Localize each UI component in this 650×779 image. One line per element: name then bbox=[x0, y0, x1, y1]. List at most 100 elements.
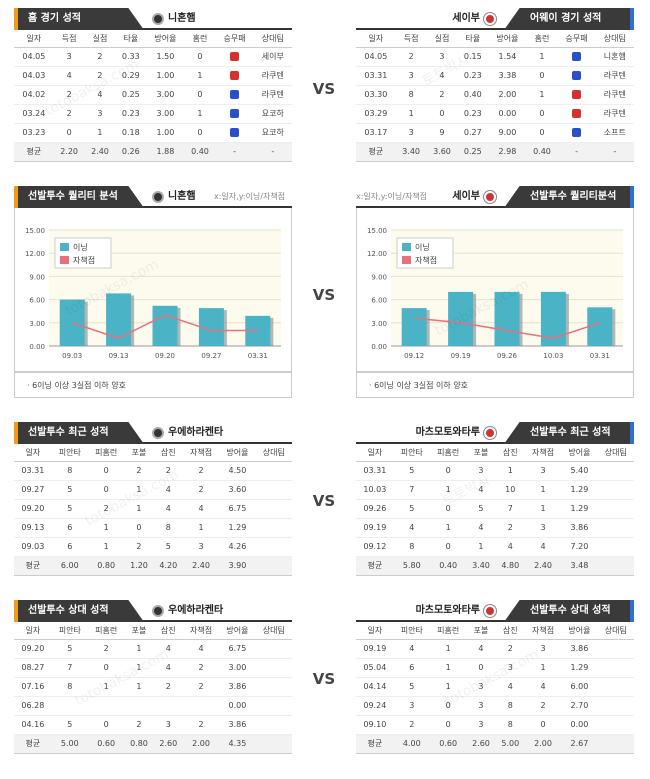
left-quality-footnote: 6이닝 이상 3실점 이하 양호 bbox=[32, 381, 127, 390]
table-cell: 6 bbox=[393, 658, 430, 678]
table-cell: 니혼햄 bbox=[595, 47, 634, 67]
table-cell bbox=[597, 518, 634, 538]
average-cell: 0.60 bbox=[430, 734, 467, 754]
table-cell: 라쿠텐 bbox=[595, 66, 634, 86]
column-header: 방어율 bbox=[561, 444, 598, 462]
table-cell bbox=[255, 537, 292, 557]
column-header: 방어율 bbox=[219, 444, 256, 462]
column-header: 피홈런 bbox=[88, 444, 125, 462]
table-cell: 2 bbox=[182, 480, 220, 500]
table-cell: 2 bbox=[124, 715, 154, 735]
table-cell bbox=[153, 696, 183, 716]
home-record-title: 홈 경기 성적 bbox=[14, 8, 144, 30]
table-row: 03.30 8 2 0.40 2.00 1 라쿠텐 bbox=[356, 85, 634, 105]
table-cell: 0.27 bbox=[457, 123, 489, 143]
average-row: 평균 4.00 0.60 2.60 5.00 2.00 2.67 bbox=[356, 734, 634, 754]
table-cell: 09.03 bbox=[14, 537, 52, 557]
table-cell: 8 bbox=[495, 715, 525, 735]
table-cell bbox=[51, 696, 88, 716]
table-cell: 3 bbox=[182, 537, 220, 557]
table-cell: 1 bbox=[430, 480, 467, 500]
legend-swatch-earned-runs bbox=[402, 256, 411, 264]
table-cell bbox=[255, 658, 292, 678]
table-cell: 0 bbox=[430, 461, 467, 481]
table-cell: 09.12 bbox=[356, 537, 394, 557]
table-cell: 8 bbox=[495, 696, 525, 716]
fighters-logo-icon bbox=[152, 191, 164, 203]
table-cell: 2.70 bbox=[561, 696, 598, 716]
column-header: 피안타 bbox=[393, 622, 430, 640]
table-cell: 3 bbox=[395, 123, 427, 143]
table-cell: 2 bbox=[124, 537, 154, 557]
average-cell: 5.80 bbox=[393, 556, 430, 576]
column-header: 홈런 bbox=[184, 30, 216, 48]
table-cell: 04.05 bbox=[14, 47, 54, 67]
right-vs-pitcher-name: 마츠모토와타루 bbox=[415, 605, 480, 616]
table-cell: 03.17 bbox=[356, 123, 396, 143]
column-header: 일자 bbox=[14, 444, 52, 462]
table-cell: 5 bbox=[51, 499, 88, 519]
left-quality-title: 선발투수 퀄리티 분석 bbox=[14, 186, 144, 208]
y-tick-label: 15.00 bbox=[367, 227, 387, 235]
left-recent-panel: 선발투수 최근 성적 우에하라켄타 일자 피안타 피홈런 포볼 삼진 자책점 방어율 상대팀 0… bbox=[14, 422, 292, 576]
table-cell: 4 bbox=[153, 658, 183, 678]
column-header: 타율 bbox=[115, 30, 147, 48]
legend-label-innings: 이닝 bbox=[415, 242, 430, 252]
table-cell: 8 bbox=[153, 518, 183, 538]
table-cell: 1 bbox=[88, 537, 125, 557]
average-cell: 5.00 bbox=[495, 734, 525, 754]
left-quality-chart: 0.00 3.00 6.00 9.00 12.00 15.00 09.03 09.13 09.2… bbox=[14, 208, 292, 372]
table-cell: 0 bbox=[430, 499, 467, 519]
table-cell: 9.00 bbox=[488, 123, 527, 143]
average-cell: 평균 bbox=[14, 142, 54, 162]
average-cell bbox=[255, 734, 292, 754]
win-badge-icon bbox=[572, 52, 582, 61]
average-cell: - bbox=[253, 142, 292, 162]
table-row: 03.17 3 9 0.27 9.00 0 소프트 bbox=[356, 123, 634, 143]
average-cell: 2.98 bbox=[488, 142, 527, 162]
table-cell: 세이부 bbox=[253, 47, 292, 67]
table-cell: 1 bbox=[430, 639, 467, 659]
table-row: 05.04 6 1 0 3 1 1.29 bbox=[356, 658, 634, 678]
table-cell: 2 bbox=[395, 47, 427, 67]
table-cell: 0 bbox=[88, 480, 125, 500]
average-cell: - bbox=[215, 142, 254, 162]
table-cell: 2 bbox=[88, 499, 125, 519]
table-row: 06.28 0.00 bbox=[14, 696, 292, 716]
table-cell bbox=[597, 480, 634, 500]
table-row: 04.05 2 3 0.15 1.54 1 니혼햄 bbox=[356, 47, 634, 67]
table-cell: 4 bbox=[53, 66, 85, 86]
y-tick-label: 0.00 bbox=[371, 343, 387, 351]
table-cell: 4 bbox=[495, 677, 525, 697]
table-cell: 03.30 bbox=[356, 85, 396, 105]
table-cell: 09.26 bbox=[356, 499, 394, 519]
table-cell bbox=[215, 47, 254, 67]
column-header: 피안타 bbox=[51, 622, 88, 640]
table-cell: 2 bbox=[495, 639, 525, 659]
table-cell: 0.15 bbox=[457, 47, 489, 67]
table-cell: 03.24 bbox=[14, 104, 54, 124]
x-tick-label: 10.03 bbox=[543, 352, 563, 360]
table-cell bbox=[215, 123, 254, 143]
loss-badge-icon bbox=[572, 109, 582, 118]
table-cell: 8 bbox=[51, 677, 88, 697]
table-cell: 4 bbox=[182, 639, 220, 659]
fighters-logo-icon bbox=[152, 605, 164, 617]
legend-label-earned-runs: 자책점 bbox=[415, 255, 437, 265]
table-row: 09.24 3 0 3 8 2 2.70 bbox=[356, 696, 634, 716]
table-cell bbox=[182, 696, 220, 716]
table-cell: 0.23 bbox=[115, 104, 147, 124]
table-row: 09.20 5 2 1 4 4 6.75 bbox=[14, 499, 292, 519]
table-cell: 8 bbox=[51, 461, 88, 481]
left-recent-title: 선발투수 최근 성적 bbox=[14, 422, 144, 444]
table-cell bbox=[255, 499, 292, 519]
column-header: 삼진 bbox=[153, 444, 183, 462]
x-tick-label: 09.13 bbox=[109, 352, 129, 360]
x-tick-label: 03.31 bbox=[590, 352, 610, 360]
average-cell: 3.40 bbox=[466, 556, 496, 576]
earned-runs-line bbox=[71, 314, 258, 340]
table-cell: 5 bbox=[51, 715, 88, 735]
table-cell: 2 bbox=[88, 639, 125, 659]
innings-bar bbox=[152, 305, 178, 346]
table-cell: 2 bbox=[182, 658, 220, 678]
